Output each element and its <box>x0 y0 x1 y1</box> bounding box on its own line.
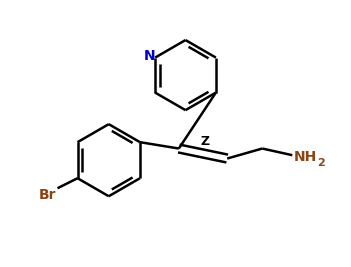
Text: NH: NH <box>294 150 317 164</box>
Text: N: N <box>143 49 155 63</box>
Text: Z: Z <box>201 135 210 148</box>
Text: 2: 2 <box>317 158 324 167</box>
Text: Br: Br <box>39 188 56 202</box>
